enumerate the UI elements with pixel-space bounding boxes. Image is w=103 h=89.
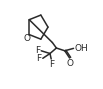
Text: F: F (35, 46, 40, 55)
Text: O: O (23, 34, 30, 43)
Text: F: F (36, 54, 41, 63)
Text: OH: OH (75, 44, 88, 53)
Text: F: F (49, 60, 54, 69)
Text: O: O (67, 59, 74, 68)
